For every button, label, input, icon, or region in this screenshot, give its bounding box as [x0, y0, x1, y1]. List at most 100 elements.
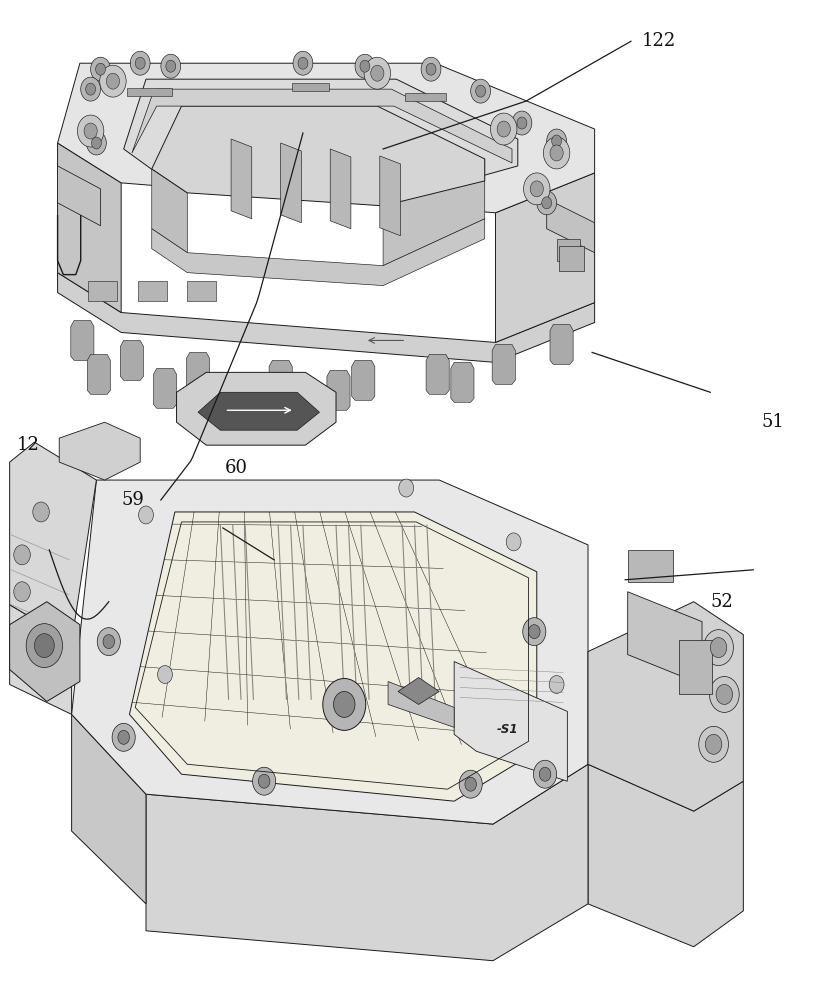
Polygon shape [123, 79, 518, 196]
Text: 52: 52 [710, 593, 732, 611]
Polygon shape [152, 106, 484, 206]
Circle shape [715, 684, 732, 704]
Circle shape [470, 79, 490, 103]
Text: 12: 12 [17, 436, 39, 454]
Polygon shape [330, 149, 350, 229]
Circle shape [421, 57, 440, 81]
Bar [627, 550, 672, 582]
Circle shape [14, 545, 31, 565]
Circle shape [86, 131, 106, 155]
Bar [558, 246, 583, 271]
Circle shape [130, 51, 150, 75]
Circle shape [517, 117, 527, 129]
Circle shape [703, 630, 733, 666]
Polygon shape [10, 602, 79, 701]
Bar [556, 239, 579, 261]
Circle shape [551, 135, 561, 147]
Circle shape [497, 121, 510, 137]
Polygon shape [281, 143, 301, 223]
Circle shape [333, 691, 354, 717]
Circle shape [549, 145, 562, 161]
Text: 122: 122 [641, 32, 675, 50]
Polygon shape [426, 354, 449, 394]
Circle shape [258, 774, 270, 788]
Polygon shape [57, 166, 100, 226]
Polygon shape [351, 360, 374, 400]
Circle shape [512, 111, 532, 135]
Text: -S1: -S1 [496, 723, 518, 736]
Circle shape [710, 638, 726, 658]
Circle shape [522, 618, 545, 646]
Polygon shape [59, 422, 140, 480]
Polygon shape [450, 362, 474, 402]
Circle shape [465, 777, 476, 791]
Polygon shape [379, 156, 400, 236]
Bar [127, 88, 172, 96]
Circle shape [530, 181, 542, 197]
Polygon shape [495, 173, 594, 342]
Circle shape [118, 730, 129, 744]
Polygon shape [627, 592, 701, 684]
Circle shape [533, 760, 556, 788]
Circle shape [541, 197, 551, 209]
Circle shape [546, 129, 566, 153]
Polygon shape [132, 89, 512, 163]
Text: 51: 51 [761, 413, 783, 431]
Polygon shape [231, 139, 252, 219]
Polygon shape [383, 159, 484, 266]
Circle shape [97, 628, 120, 656]
Circle shape [26, 624, 62, 668]
Circle shape [537, 191, 556, 215]
Circle shape [363, 57, 390, 89]
Polygon shape [176, 372, 335, 445]
Circle shape [77, 115, 104, 147]
Circle shape [322, 679, 365, 730]
Circle shape [33, 502, 49, 522]
Circle shape [84, 123, 97, 139]
Polygon shape [326, 370, 349, 410]
Circle shape [99, 65, 126, 97]
Circle shape [161, 54, 181, 78]
Circle shape [523, 173, 549, 205]
Circle shape [112, 723, 135, 751]
Circle shape [542, 137, 569, 169]
Polygon shape [587, 764, 743, 947]
Circle shape [14, 582, 31, 602]
Circle shape [85, 83, 95, 95]
Circle shape [292, 51, 312, 75]
Polygon shape [587, 602, 743, 811]
Circle shape [698, 726, 728, 762]
Polygon shape [129, 512, 537, 801]
Circle shape [506, 533, 521, 551]
Polygon shape [549, 324, 572, 364]
Circle shape [705, 734, 721, 754]
Polygon shape [186, 352, 209, 392]
Circle shape [538, 767, 550, 781]
Circle shape [528, 625, 539, 639]
Polygon shape [397, 678, 439, 704]
Polygon shape [146, 764, 587, 961]
Polygon shape [57, 143, 121, 313]
Polygon shape [10, 442, 96, 642]
Polygon shape [153, 368, 176, 408]
Circle shape [490, 113, 517, 145]
Polygon shape [198, 392, 319, 430]
Circle shape [138, 506, 153, 524]
Circle shape [35, 634, 54, 658]
Circle shape [103, 635, 114, 649]
Bar [187, 281, 216, 301]
Circle shape [459, 770, 482, 798]
Polygon shape [152, 169, 187, 253]
Bar [291, 83, 329, 91]
Polygon shape [388, 681, 454, 727]
Circle shape [166, 60, 176, 72]
Bar [137, 281, 166, 301]
Polygon shape [454, 662, 566, 781]
Circle shape [106, 73, 119, 89]
Circle shape [80, 77, 100, 101]
Circle shape [426, 63, 436, 75]
Bar [88, 281, 117, 301]
Polygon shape [546, 199, 594, 253]
Circle shape [135, 57, 145, 69]
Polygon shape [152, 219, 484, 286]
